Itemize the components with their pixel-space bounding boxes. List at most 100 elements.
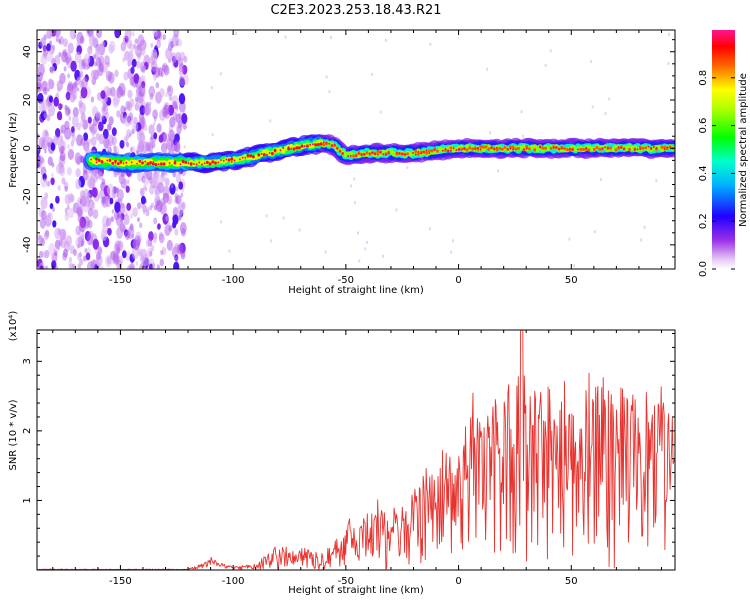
snr-panel: -150 -100 -50 0 50 1 2 3 Height of straight li…: [8, 311, 676, 596]
noise-cell: [152, 236, 157, 243]
ridge-cell: [287, 147, 290, 151]
ridge-cell: [587, 148, 591, 152]
noise-cell: [88, 199, 95, 211]
x-tick-label: -100: [222, 275, 245, 286]
noise-cell: [94, 249, 98, 255]
noise-cell: [37, 155, 44, 166]
noise-cell: [40, 196, 48, 210]
ridge-cell: [450, 149, 452, 152]
noise-cell: [608, 97, 611, 101]
noise-cell: [108, 116, 114, 126]
noise-cell: [265, 214, 268, 218]
ridge-cell: [563, 146, 566, 151]
noise-cell: [177, 38, 183, 47]
noise-cell: [101, 40, 105, 47]
noise-cell: [107, 227, 112, 236]
noise-cell: [136, 60, 141, 69]
ridge-cell: [663, 148, 666, 151]
x-tick-label: 0: [455, 576, 461, 587]
noise-cell: [119, 202, 126, 214]
noise-cell: [328, 90, 331, 93]
noise-cell: [590, 60, 593, 63]
noise-cell: [45, 31, 50, 39]
ridge-cell: [482, 145, 485, 149]
ridge-cell: [592, 147, 596, 152]
noise-cell: [70, 60, 77, 72]
noise-cell: [522, 134, 525, 138]
noise-cell: [125, 250, 131, 261]
ridge-cell: [668, 145, 672, 149]
ridge-cell: [577, 148, 579, 151]
ridge-cell: [641, 146, 645, 150]
ridge-cell: [614, 148, 618, 152]
noise-cell: [47, 78, 54, 89]
ridge-cell: [444, 148, 447, 150]
noise-cell: [160, 249, 164, 256]
noise-cell: [137, 249, 141, 256]
noise-cell: [46, 180, 51, 187]
ridge-cell: [95, 161, 98, 164]
ridge-cell: [634, 148, 636, 151]
noise-cell: [38, 136, 46, 149]
ridge-cell: [474, 148, 477, 151]
noise-cell: [55, 36, 60, 43]
x-tick-label: 50: [565, 576, 578, 587]
noise-cell: [169, 116, 176, 128]
colorbar-ticks: 0.0 0.2 0.4 0.6 0.8: [698, 70, 735, 277]
ridge-cell: [184, 160, 188, 164]
noise-cell: [45, 265, 48, 269]
noise-cell: [101, 178, 106, 185]
ridge-cell: [484, 145, 488, 149]
noise-cell: [103, 106, 106, 112]
noise-cell: [91, 106, 98, 117]
ridge-cell: [314, 143, 317, 147]
ridge-cell: [544, 146, 547, 150]
noise-cell: [110, 86, 116, 97]
noise-cell: [131, 58, 137, 68]
noise-cell: [37, 63, 45, 76]
noise-cell: [137, 34, 145, 47]
noise-cell: [123, 136, 128, 144]
ridge-cell: [479, 145, 483, 149]
noise-cell: [61, 177, 66, 185]
noise-cell: [57, 185, 61, 191]
noise-cell: [123, 71, 129, 81]
noise-cell: [65, 235, 73, 247]
ridge-cell: [147, 162, 149, 165]
noise-cell: [364, 247, 367, 251]
ridge-cell: [385, 153, 387, 156]
snr-frame: [36, 329, 676, 571]
ridge-cell: [463, 147, 466, 150]
noise-cell: [146, 206, 150, 212]
noise-cell: [131, 31, 135, 37]
noise-cell: [136, 130, 144, 143]
ridge-cell: [233, 159, 236, 162]
noise-cell: [139, 222, 143, 229]
noise-cell: [80, 190, 86, 200]
noise-cell: [125, 185, 130, 193]
noise-cell: [116, 110, 121, 118]
ridge-cell: [347, 155, 349, 157]
ridge-cell: [514, 147, 518, 151]
noise-cell: [81, 77, 88, 89]
noise-cell: [82, 119, 89, 130]
noise-cell: [143, 124, 148, 132]
noise-cell: [128, 51, 134, 62]
noise-cell: [162, 34, 166, 41]
noise-cell: [149, 250, 153, 256]
noise-cell: [83, 132, 89, 141]
noise-cell: [59, 135, 63, 142]
ridge-cell: [650, 147, 652, 149]
noise-cell: [124, 231, 131, 240]
noise-cell: [127, 89, 133, 99]
ridge-cell: [558, 148, 560, 151]
ridge-cell: [660, 145, 664, 149]
noise-cell: [379, 110, 382, 114]
ridge-cell: [525, 145, 529, 149]
noise-cell: [40, 37, 46, 48]
ridge-cell: [666, 146, 669, 149]
noise-cell: [68, 207, 75, 219]
ridge-cell: [241, 156, 244, 159]
noise-cell: [155, 82, 160, 89]
noise-cell: [122, 57, 126, 63]
